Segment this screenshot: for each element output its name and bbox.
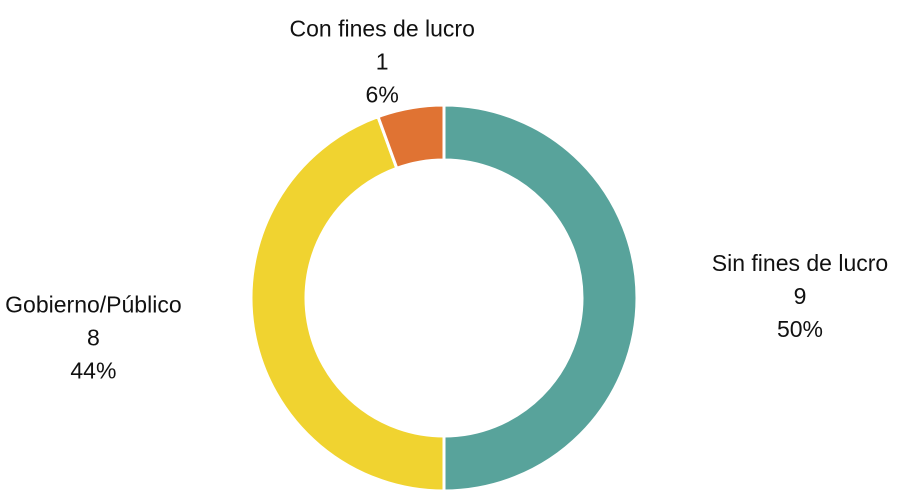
- slice-percent-label: 44%: [70, 357, 116, 383]
- slice-value-label: 9: [794, 283, 807, 309]
- slice: [249, 114, 446, 491]
- slice-value-label: 1: [376, 49, 389, 75]
- slice: [442, 103, 639, 491]
- slice-category-label: Sin fines de lucro: [712, 250, 888, 276]
- slice-percent-label: 6%: [366, 82, 399, 108]
- slice-percent-label: 50%: [777, 316, 823, 342]
- slice: [376, 103, 446, 171]
- slice-value-label: 8: [87, 324, 100, 350]
- slice-category-label: Gobierno/Público: [5, 291, 181, 317]
- slice-category-label: Con fines de lucro: [289, 16, 474, 42]
